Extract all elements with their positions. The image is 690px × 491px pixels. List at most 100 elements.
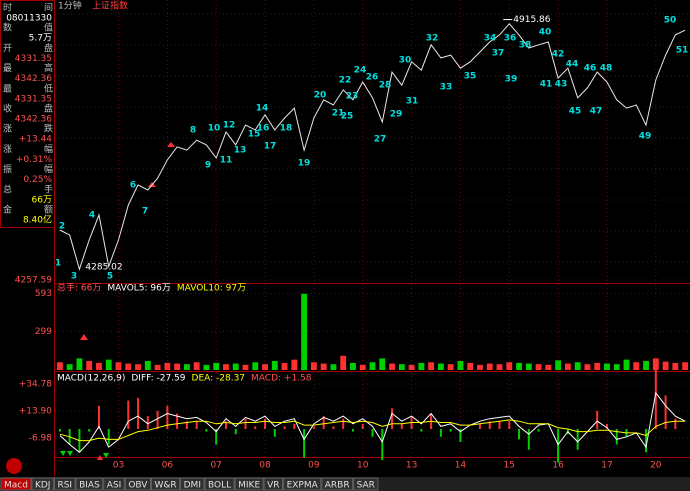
volume-bar <box>623 359 630 370</box>
info-panel <box>0 0 55 228</box>
volume-bar <box>398 364 405 370</box>
macd-bar <box>332 426 335 430</box>
volume-bar <box>96 362 102 370</box>
macd-bar <box>283 426 286 430</box>
tab[interactable] <box>321 477 354 491</box>
macd-bar <box>459 429 462 442</box>
macd-bar <box>371 429 374 437</box>
macd-bar <box>127 400 130 430</box>
symbol: 上证指数 <box>92 0 128 12</box>
tab-label[interactable]: EXPMA <box>287 481 319 491</box>
wave-label: 1 <box>55 259 61 269</box>
axis-line <box>54 0 55 476</box>
wave-label: 21 <box>332 109 345 119</box>
volume-bar <box>144 360 151 370</box>
wave-label: 29 <box>390 110 403 120</box>
wave-label: 47 <box>590 107 603 117</box>
volume-bar <box>496 364 503 370</box>
divider <box>55 371 690 372</box>
wave-label: 28 <box>379 81 392 91</box>
legend-entry: DEA: -28.37 <box>192 374 246 384</box>
tab[interactable] <box>0 477 32 491</box>
tab-label[interactable]: BOLL <box>208 481 231 491</box>
tab-label[interactable]: OBV <box>128 481 148 491</box>
volume-bar <box>467 362 474 370</box>
tab-label[interactable]: ARBR <box>325 481 350 491</box>
volume-bar <box>516 362 522 370</box>
wave-label: 19 <box>298 159 311 169</box>
volume-bar <box>86 360 93 370</box>
wave-label: 27 <box>374 135 387 145</box>
x-tick-label: 14 <box>455 461 467 471</box>
wave-label: 18 <box>280 124 293 134</box>
volume-bar <box>486 363 493 370</box>
macd-bar <box>156 410 159 430</box>
tab-label[interactable]: ASI <box>107 481 122 491</box>
volume-bar <box>56 362 63 370</box>
macd-bar <box>518 429 521 440</box>
macd-bar <box>244 418 247 430</box>
tab-label[interactable]: SAR <box>357 481 375 491</box>
tab[interactable] <box>124 477 151 491</box>
wave-label: 50 <box>664 16 677 26</box>
info-value: +0.31% <box>16 155 53 165</box>
macd-bar <box>342 418 345 430</box>
macd-bar <box>293 423 296 430</box>
volume-bar <box>203 364 210 370</box>
tab-label[interactable]: KDJ <box>35 481 51 491</box>
tab-label[interactable]: BIAS <box>79 481 100 491</box>
wave-label: 2 <box>59 222 65 232</box>
volume-bar <box>408 364 415 370</box>
tab-label[interactable]: Macd <box>4 481 28 491</box>
divider <box>55 283 690 284</box>
wave-label: 40 <box>539 28 552 38</box>
volume-bar <box>115 362 122 370</box>
wave-label: 17 <box>264 142 277 152</box>
tab[interactable] <box>31 477 54 491</box>
tab-label[interactable]: W&R <box>154 481 176 491</box>
tab[interactable] <box>283 477 322 491</box>
tab[interactable] <box>75 477 104 491</box>
x-tick-label: 17 <box>601 461 612 471</box>
x-tick-label: 07 <box>210 461 221 471</box>
volume-bar <box>477 364 483 370</box>
macd-bar <box>527 429 530 450</box>
tab[interactable] <box>180 477 205 491</box>
tab[interactable] <box>150 477 181 491</box>
tab-label[interactable]: RSI <box>57 481 72 491</box>
macd-line <box>59 391 686 453</box>
volume-bar <box>682 362 689 370</box>
volume-bar <box>506 362 513 370</box>
macd-bar <box>576 429 579 450</box>
tab[interactable] <box>103 477 125 491</box>
volume-bar <box>418 362 425 370</box>
tab[interactable] <box>353 477 379 491</box>
wave-label: 25 <box>341 112 354 122</box>
tab[interactable] <box>53 477 76 491</box>
macd-bar <box>146 416 149 430</box>
tab-label[interactable]: DMI <box>184 481 201 491</box>
macd-bar <box>166 405 169 430</box>
wave-label: 6 <box>130 181 136 191</box>
legend-entry: MACD(12,26,9) <box>57 374 125 384</box>
volume-bar <box>447 364 454 370</box>
arrow <box>148 142 175 187</box>
tab[interactable] <box>204 477 235 491</box>
macd-bar <box>557 429 560 463</box>
volume-bar <box>105 359 112 370</box>
info-value: 66万 <box>32 195 52 205</box>
wave-label: 34 <box>484 34 497 44</box>
tab-label[interactable]: VR <box>267 481 279 491</box>
tab[interactable] <box>234 477 264 491</box>
macd-bar <box>439 429 442 437</box>
x-tick-label: 20 <box>650 461 662 471</box>
tab[interactable] <box>263 477 284 491</box>
volume-bar <box>164 362 171 370</box>
volume-bar <box>310 362 317 370</box>
y-tick-label: +13.90 <box>19 407 53 417</box>
tab-label[interactable]: MIKE <box>238 481 260 491</box>
macd-bar <box>312 426 315 430</box>
macd-bar <box>97 405 100 430</box>
wave-label: 36 <box>504 34 517 44</box>
volume-bar <box>271 360 278 370</box>
